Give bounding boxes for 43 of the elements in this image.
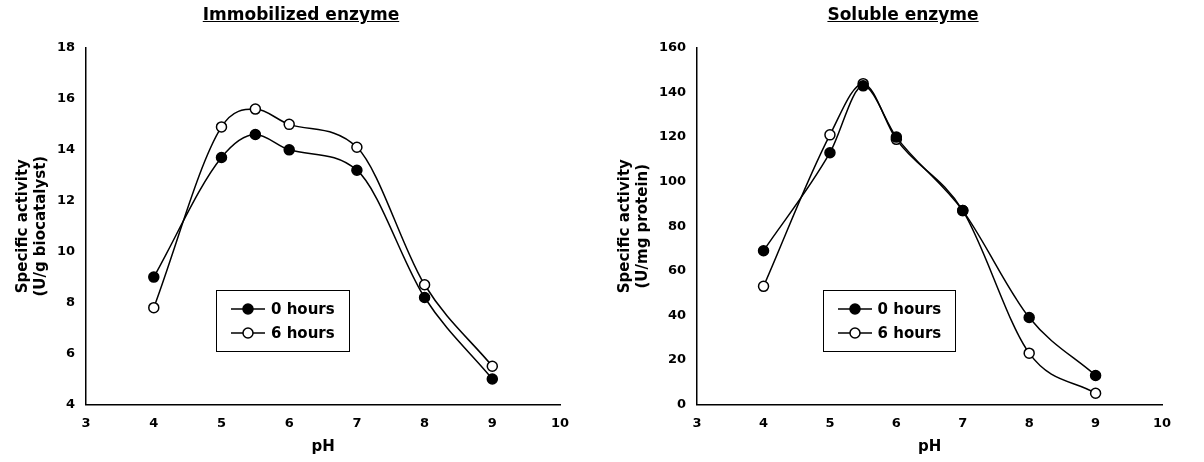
x-axis-title: pH bbox=[917, 436, 942, 455]
x-tick-label: 8 bbox=[420, 414, 430, 430]
chart-title: Soluble enzyme bbox=[826, 4, 980, 24]
chart-title: Immobilized enzyme bbox=[201, 4, 401, 24]
legend-label: 6 hours bbox=[271, 324, 335, 343]
x-tick-label: 7 bbox=[958, 414, 968, 430]
y-axis-title: Specific activity (U/g biocatalyst) bbox=[12, 155, 49, 297]
x-tick-label: 6 bbox=[284, 414, 294, 430]
y-tick-label: 18 bbox=[57, 39, 76, 55]
y-tick-label: 0 bbox=[677, 395, 687, 411]
x-tick-label: 9 bbox=[1091, 414, 1101, 430]
y-axis-title: Specific activity (U/mg protein) bbox=[614, 158, 651, 294]
y-tick-label: 160 bbox=[659, 39, 687, 55]
legend-label: 6 hours bbox=[877, 324, 942, 343]
y-tick-label: 40 bbox=[668, 306, 687, 322]
y-tick-label: 4 bbox=[66, 395, 76, 411]
x-tick-label: 10 bbox=[550, 414, 570, 430]
x-tick-label: 3 bbox=[81, 414, 91, 430]
y-tick-label: 120 bbox=[659, 128, 687, 144]
x-tick-label: 4 bbox=[759, 414, 769, 430]
x-tick-label: 6 bbox=[891, 414, 901, 430]
x-tick-label: 5 bbox=[216, 414, 227, 430]
legend-label: 0 hours bbox=[271, 300, 335, 319]
x-axis-title: pH bbox=[311, 436, 335, 455]
x-tick-label: 4 bbox=[149, 414, 159, 430]
y-tick-label: 12 bbox=[57, 192, 76, 208]
y-tick-label: 100 bbox=[659, 173, 687, 189]
y-tick-label: 140 bbox=[659, 83, 687, 99]
y-tick-label: 8 bbox=[66, 293, 76, 309]
y-tick-label: 10 bbox=[57, 243, 76, 259]
x-tick-label: 8 bbox=[1024, 414, 1034, 430]
x-tick-label: 10 bbox=[1152, 414, 1172, 430]
y-tick-label: 16 bbox=[57, 90, 76, 106]
y-tick-label: 60 bbox=[668, 262, 687, 278]
x-tick-label: 9 bbox=[487, 414, 497, 430]
y-tick-label: 6 bbox=[66, 344, 76, 360]
legend-label: 0 hours bbox=[877, 300, 942, 319]
x-tick-label: 7 bbox=[352, 414, 362, 430]
y-tick-label: 14 bbox=[57, 141, 76, 157]
y-tick-label: 80 bbox=[668, 217, 687, 233]
x-tick-label: 5 bbox=[825, 414, 835, 430]
y-tick-label: 20 bbox=[668, 351, 687, 367]
x-tick-label: 3 bbox=[692, 414, 702, 430]
